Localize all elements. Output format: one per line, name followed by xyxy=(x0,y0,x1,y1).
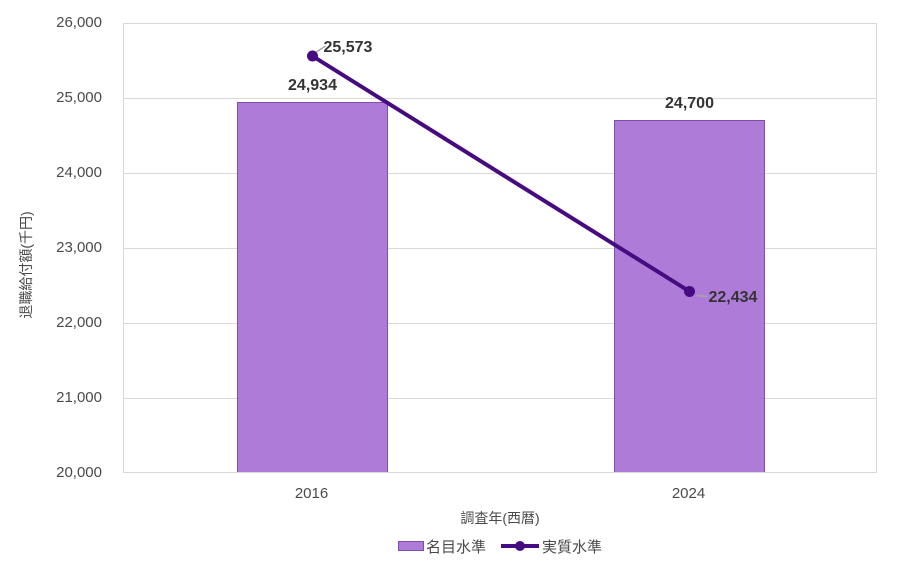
y-tick-label: 20,000 xyxy=(56,464,102,481)
line-series[interactable] xyxy=(124,24,878,474)
legend-bar-swatch-icon xyxy=(397,541,424,551)
line-value-label: 25,573 xyxy=(323,39,373,57)
y-tick-label: 22,000 xyxy=(56,314,102,331)
x-tick-label-2024: 2024 xyxy=(671,485,706,502)
gridline xyxy=(124,398,876,399)
line-path[interactable] xyxy=(310,54,692,294)
x-axis-title: 調査年(西暦) xyxy=(460,510,540,526)
y-tick-label: 25,000 xyxy=(56,89,102,106)
y-axis-title: 退職給付額(千円) xyxy=(18,211,34,319)
y-tick-label: 21,000 xyxy=(56,389,102,406)
y-tick-label: 24,000 xyxy=(56,164,102,181)
gridline xyxy=(124,248,876,249)
legend-item-label: 実質水準 xyxy=(542,538,603,556)
legend: 名目水準 実質水準 xyxy=(123,535,877,557)
legend-item-nominal[interactable]: 名目水準 xyxy=(397,536,486,557)
line-value-label: 22,434 xyxy=(708,289,758,307)
bar-value-label: 24,934 xyxy=(288,76,337,94)
bar-value-label: 24,700 xyxy=(665,94,714,112)
bar-2016[interactable] xyxy=(237,101,388,472)
y-tick-label: 23,000 xyxy=(56,239,102,256)
gridline xyxy=(124,98,876,99)
gridline xyxy=(124,323,876,324)
legend-item-real[interactable]: 実質水準 xyxy=(500,536,602,557)
leader-line xyxy=(316,45,326,53)
y-tick-label: 26,000 xyxy=(56,14,102,31)
legend-item-label: 名目水準 xyxy=(425,538,486,556)
leader-line xyxy=(696,294,708,298)
line-marker-2016[interactable] xyxy=(307,50,318,62)
plot-area: 24,934 24,700 25,573 22,434 xyxy=(123,23,877,473)
x-tick-label-2016: 2016 xyxy=(294,485,329,502)
legend-line-marker-icon xyxy=(501,541,539,551)
line-marker-2024[interactable] xyxy=(684,285,695,297)
